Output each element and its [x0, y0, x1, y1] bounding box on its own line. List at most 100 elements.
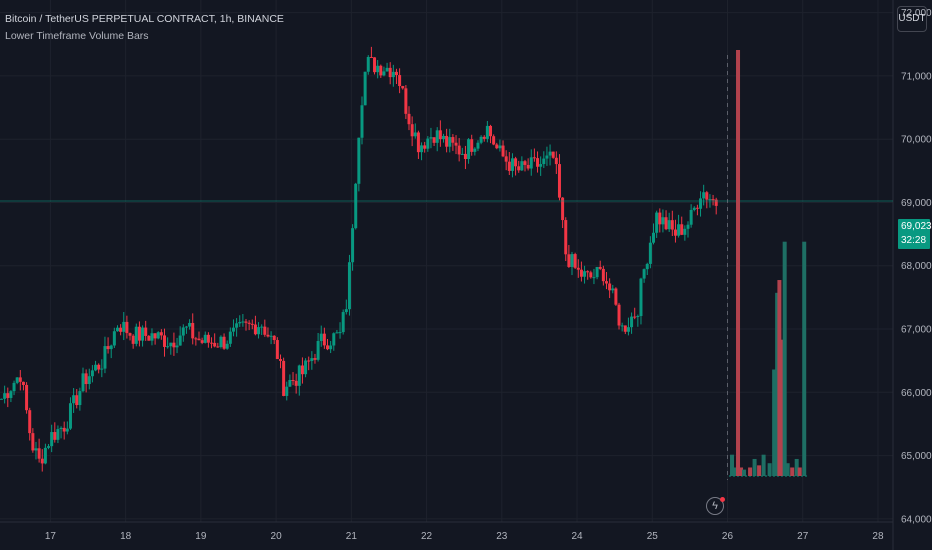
volume-bar [775, 292, 780, 476]
candle-body [72, 395, 76, 404]
candle-body [404, 88, 408, 114]
candle-body [169, 342, 173, 347]
candle-body [241, 321, 245, 323]
candle-body [514, 158, 518, 167]
candle-body [670, 220, 674, 230]
candle-body [376, 65, 380, 73]
y-tick-label: 66,000.0 [901, 388, 932, 399]
candle-body [37, 448, 41, 459]
candle-body [645, 263, 649, 270]
candle-body [275, 340, 279, 360]
candle-body [3, 393, 7, 399]
candle-body [18, 377, 22, 382]
lightning-icon[interactable]: ϟ [706, 497, 725, 515]
candle-body [633, 316, 637, 318]
candle-body [529, 157, 533, 169]
candle-body [501, 145, 505, 157]
candle-body [626, 327, 630, 332]
candle-body [608, 283, 612, 291]
candle-body [652, 232, 656, 243]
candle-body [310, 358, 314, 361]
candle-body [172, 342, 176, 348]
candle-body [695, 207, 699, 209]
volume-bar [782, 241, 787, 476]
candle-body [467, 139, 471, 160]
y-tick-label: 67,000.0 [901, 325, 932, 336]
candle-body [200, 340, 204, 343]
candle-body [253, 324, 257, 335]
candle-body [620, 325, 624, 327]
candle-body [188, 322, 192, 327]
candle-body [661, 217, 665, 225]
candle-body [341, 312, 345, 333]
candle-body [658, 212, 662, 225]
candle-body [150, 333, 154, 341]
candle-body [683, 228, 687, 235]
x-tick-label: 27 [797, 531, 809, 542]
candle-body [285, 386, 289, 396]
candle-body [304, 360, 308, 375]
volume-bar [802, 241, 807, 476]
candle-body [479, 136, 483, 143]
candle-body [62, 427, 66, 432]
candle-body [482, 136, 486, 139]
candle-body [636, 316, 640, 318]
candle-body [592, 277, 596, 279]
candle-body [485, 125, 489, 139]
volume-bar [797, 467, 802, 476]
x-tick-label: 26 [722, 531, 734, 542]
candle-body [388, 67, 392, 78]
volume-bar [794, 458, 799, 476]
candle-body [476, 142, 480, 149]
candle-body [561, 197, 565, 221]
candle-body [297, 365, 301, 386]
candle-body [178, 335, 182, 346]
x-tick-label: 20 [271, 531, 283, 542]
candle-body [623, 325, 627, 332]
current-price-value: 69,023.5 [901, 221, 932, 232]
candle-body [429, 137, 433, 139]
x-tick-label: 24 [571, 531, 583, 542]
candle-body [260, 326, 264, 328]
candle-body [144, 327, 148, 336]
candle-body [6, 393, 10, 398]
candle-body [448, 137, 452, 147]
volume-bar [733, 467, 738, 476]
candle-body [97, 364, 101, 370]
candle-body [163, 335, 167, 347]
candle-body [0, 398, 4, 400]
candle-body [28, 410, 32, 434]
candle-body [351, 228, 355, 263]
x-tick-label: 23 [496, 531, 508, 542]
candle-body [689, 209, 693, 225]
candle-body [100, 368, 104, 370]
candle-body [548, 151, 552, 156]
candle-body [156, 332, 160, 339]
candle-body [702, 192, 706, 199]
candle-body [128, 333, 132, 336]
currency-unit-button[interactable]: USDT [897, 6, 927, 32]
candle-body [166, 346, 170, 348]
candle-body [416, 132, 420, 153]
candle-body [595, 266, 599, 278]
candle-body [319, 333, 323, 342]
candle-body [426, 138, 430, 149]
candle-body [206, 334, 210, 343]
candle-body [677, 224, 681, 236]
candle-body [711, 199, 715, 201]
y-tick-label: 72,000.0 [901, 8, 932, 19]
candle-body [282, 360, 286, 396]
candle-body [673, 229, 677, 236]
candle-body [373, 57, 377, 73]
candle-body [109, 345, 113, 350]
x-tick-label: 18 [120, 531, 132, 542]
candle-body [435, 130, 439, 143]
candle-body [153, 333, 157, 339]
candle-body [87, 376, 91, 385]
candle-body [263, 326, 267, 335]
candle-body [379, 65, 383, 76]
candle-body [586, 271, 590, 273]
candle-body [567, 254, 571, 267]
candle-body [504, 156, 508, 162]
